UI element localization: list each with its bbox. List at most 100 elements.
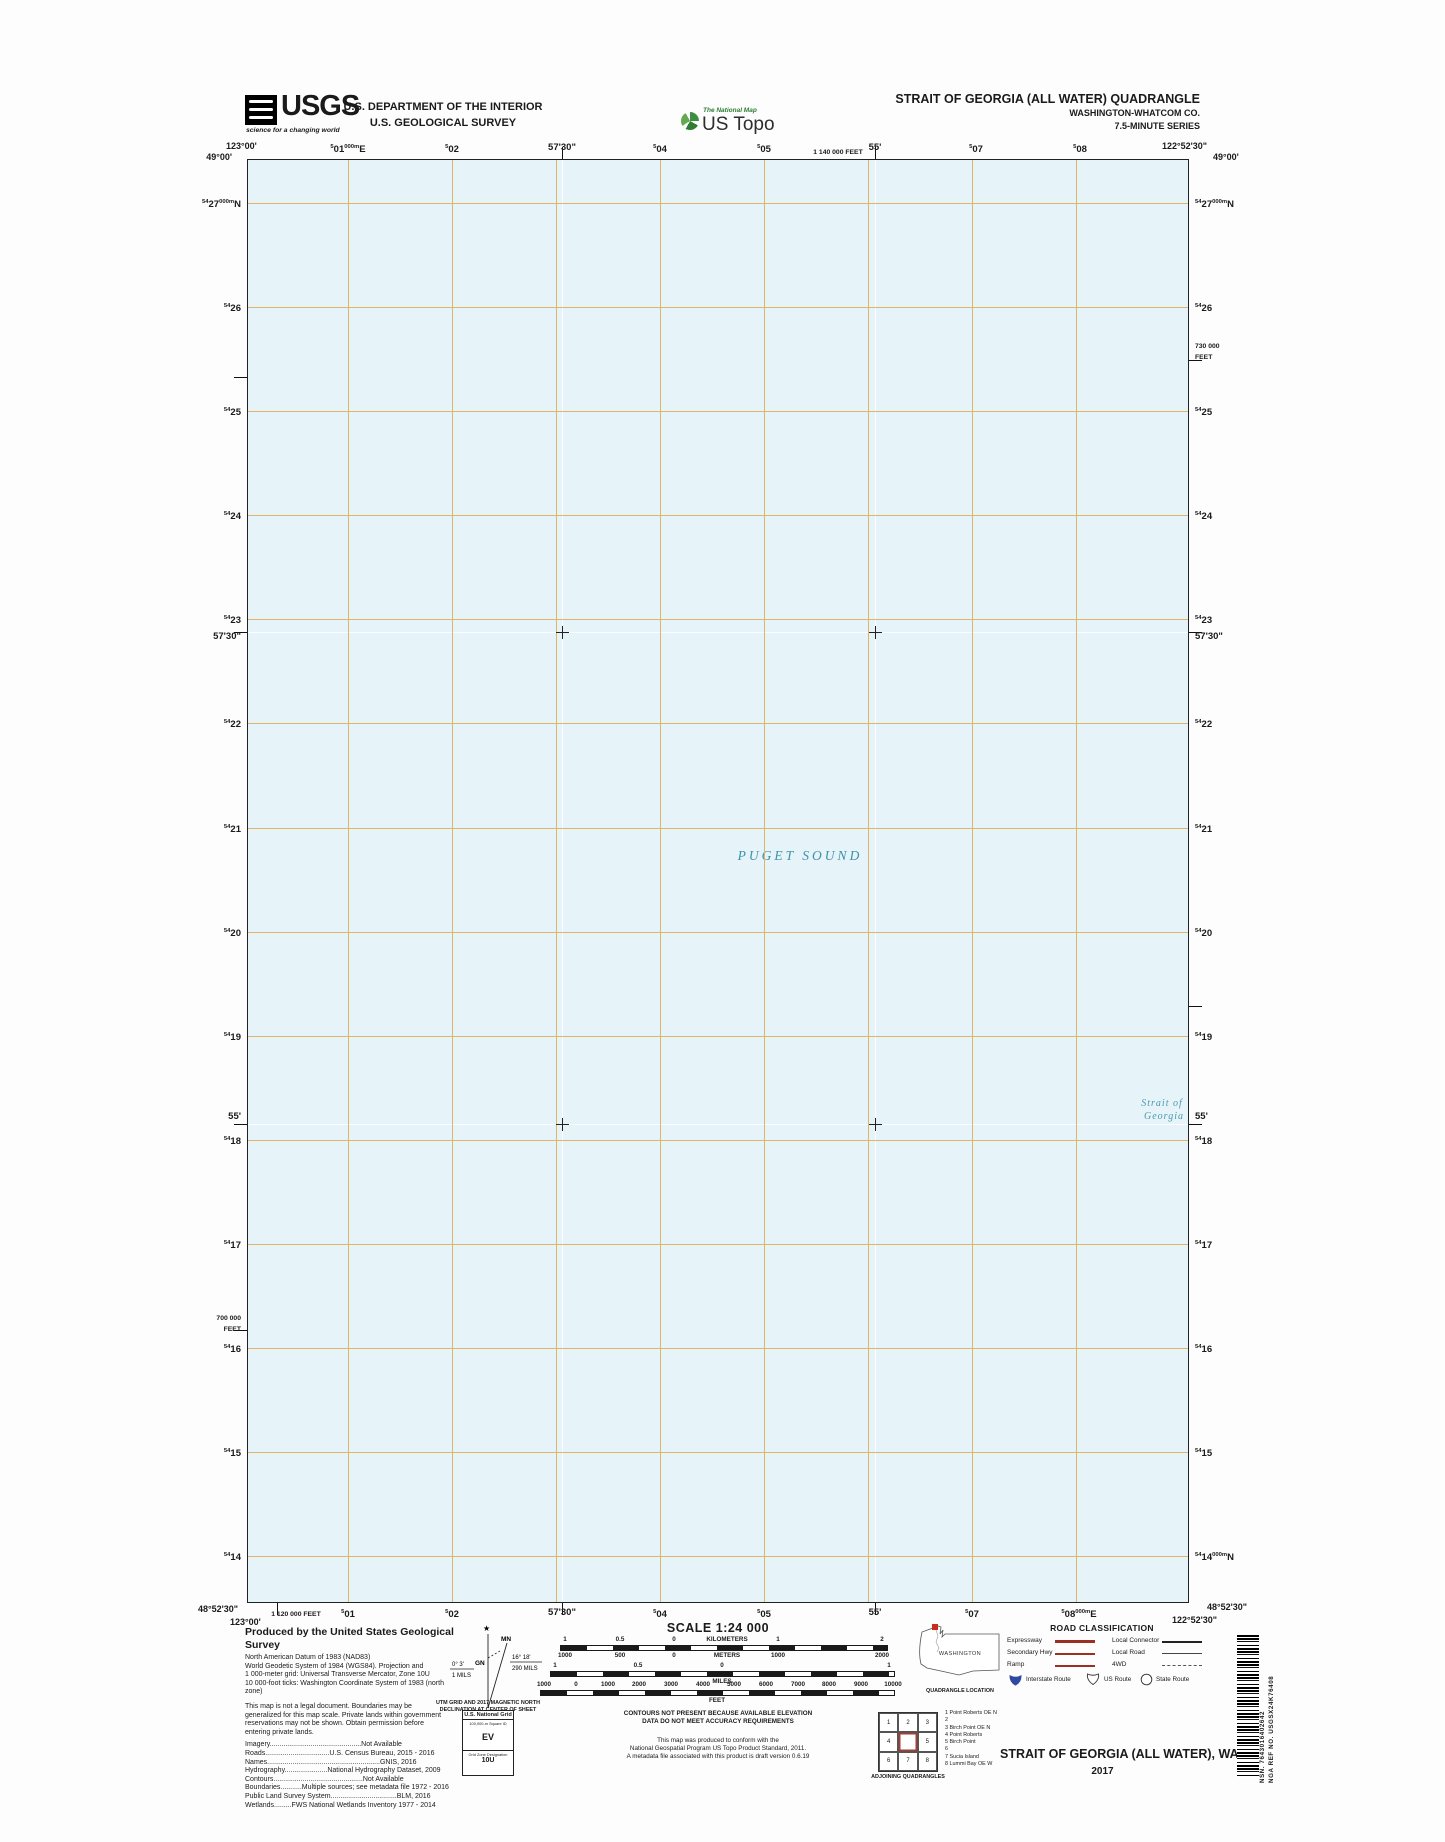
source-line: Wetlands.........FWS National Wetlands I… [245, 1801, 436, 1809]
grid-north-label: GN [475, 1660, 485, 1667]
scale-bar-label: 7000 [790, 1681, 806, 1688]
utm-grid-line-vertical [348, 160, 349, 1602]
edge-tick-right [1189, 1006, 1202, 1007]
adjoining-cell: 5 [917, 1732, 937, 1752]
edge-label-bottom: 501 [341, 1609, 355, 1621]
edge-label-bottom: 507 [965, 1609, 979, 1621]
scale-bar-label: 1000 [557, 1652, 573, 1659]
corner-top-right-lat: 49°00' [1213, 152, 1239, 162]
grid-declination-mils: 1 MILS [452, 1673, 471, 1679]
edge-label-top: 505 [757, 144, 771, 156]
usgs-tagline: science for a changing world [246, 127, 340, 134]
edge-label-left: 5421 [223, 824, 241, 836]
corner-bottom-right-lat: 48°52'30" [1207, 1602, 1248, 1612]
national-map-brand: The National Map [703, 107, 757, 114]
scale-bar-label: 0 [672, 1636, 676, 1643]
scale-bar-label: 2000 [874, 1652, 890, 1659]
local-road-line-sample [1162, 1653, 1202, 1654]
edge-label-left: 5424 [223, 511, 241, 523]
water-label-strait-line2: Georgia [1144, 1111, 1184, 1122]
edge-tick-right [1189, 632, 1202, 633]
road-class-local-road-label: Local Road [1112, 1649, 1145, 1656]
fourwd-line-sample [1162, 1665, 1202, 1666]
barcode-nsn-text: NSN. 7643016402642 [1259, 1710, 1266, 1783]
scale-title: SCALE 1:24 000 [666, 1621, 770, 1635]
edge-label-left: 5416 [223, 1344, 241, 1356]
state-name-label: WASHINGTON [939, 1651, 981, 1657]
source-line: Boundaries...........Multiple sources; s… [245, 1784, 449, 1792]
edge-label-left: FEET [223, 1326, 241, 1333]
utm-grid-line-horizontal [248, 1452, 1188, 1453]
scale-bar-label: 0 [720, 1662, 724, 1669]
utm-grid-line-horizontal [248, 1348, 1188, 1349]
scale-bar-label: 0.5 [633, 1662, 643, 1669]
graticule-cross-icon [869, 632, 882, 633]
adjoining-list-item: 8 Lummi Bay OE W [945, 1761, 993, 1768]
adjoining-list-item: 3 Birch Point OE N [945, 1724, 991, 1731]
corner-bottom-left-lat: 48°52'30" [197, 1604, 238, 1614]
scale-bar-label: 3000 [663, 1681, 679, 1688]
scale-bar-label: 4000 [695, 1681, 711, 1688]
edge-label-right: FEET [1195, 354, 1213, 361]
adjoining-cell: 2 [898, 1713, 918, 1733]
edge-tick-right [1189, 1124, 1202, 1125]
edge-label-bottom: 508000mE [1061, 1609, 1097, 1621]
magnetic-declination-degrees: 16° 18' [512, 1655, 531, 1661]
utm-grid-line-horizontal [248, 723, 1188, 724]
source-line: Roads.................................U.… [245, 1749, 435, 1757]
quadrangle-location-caption: QUADRANGLE LOCATION [926, 1688, 994, 1694]
corner-top-left-lon: 123°00' [226, 141, 257, 151]
edge-label-top: 57'30" [548, 142, 576, 153]
legal-lines: This map is not a legal document. Bounda… [245, 1703, 457, 1737]
utm-grid-line-horizontal [248, 203, 1188, 204]
source-line: Public Land Survey System...............… [245, 1792, 431, 1800]
edge-label-left: 5417 [223, 1240, 241, 1252]
state-route-circle-icon [1140, 1673, 1153, 1686]
edge-label-right: 5423 [1195, 615, 1213, 627]
edge-label-left: 5426 [223, 303, 241, 315]
edge-label-top: 508 [1073, 144, 1087, 156]
corner-bottom-left-lon: 123°00' [230, 1617, 261, 1627]
utm-grid-line-horizontal [248, 515, 1188, 516]
quadrangle-series: 7.5-MINUTE SERIES [1114, 121, 1200, 131]
edge-label-left: 5422 [223, 719, 241, 731]
edge-label-left: 5414 [223, 1552, 241, 1564]
utm-grid-line-horizontal [248, 1036, 1188, 1037]
datum-lines: North American Datum of 1983 (NAD83) Worl… [245, 1654, 457, 1697]
graticule-cross-icon [556, 632, 569, 633]
graticule-cross-icon [556, 1124, 569, 1125]
adjoining-list-item: 6 [945, 1746, 948, 1753]
utm-grid-line-vertical [764, 160, 765, 1602]
magnetic-declination-mils: 290 MILS [512, 1666, 538, 1672]
edge-label-right: 5417 [1195, 1240, 1213, 1252]
standard-note-line1: This map was produced to conform with th… [657, 1737, 779, 1744]
standard-note-line2: National Geospatial Program US Topo Prod… [629, 1745, 807, 1752]
edge-label-left: 5423 [223, 615, 241, 627]
usng-zone-label: Grid Zone Designation [463, 1750, 513, 1757]
corner-top-right-lon: 122°52'30" [1162, 141, 1208, 151]
edge-tick-top [875, 147, 876, 159]
scale-bar-label: KILOMETERS [706, 1636, 748, 1643]
utm-grid-line-vertical [556, 160, 557, 1602]
graticule-line-horizontal [248, 1124, 1188, 1125]
adjoining-quadrangles-caption: ADJOINING QUADRANGLES [871, 1774, 945, 1780]
usgs-logo-icon [245, 95, 277, 125]
utm-grid-line-vertical [660, 160, 661, 1602]
edge-label-right: 5418 [1195, 1136, 1213, 1148]
graticule-line-horizontal [248, 632, 1188, 633]
edge-label-bottom: 504 [653, 1609, 667, 1621]
edge-label-left: 700 000 [216, 1315, 241, 1322]
scale-bar-label: 0 [574, 1681, 578, 1688]
edge-label-right: 5420 [1195, 928, 1213, 940]
road-class-expressway-label: Expressway [1007, 1637, 1043, 1644]
national-map-icon [681, 112, 699, 130]
quadrangle-location-marker [932, 1624, 938, 1630]
scale-bar-label: 500 [614, 1652, 626, 1659]
corner-top-left-lat: 49°00' [206, 152, 232, 162]
expressway-line-sample [1055, 1640, 1095, 1643]
utm-grid-line-horizontal [248, 307, 1188, 308]
edge-label-right: 5426 [1195, 303, 1213, 315]
scale-bar-label: 1 [776, 1636, 780, 1643]
adjoining-list-item: 1 Point Roberts OE N [945, 1710, 997, 1716]
